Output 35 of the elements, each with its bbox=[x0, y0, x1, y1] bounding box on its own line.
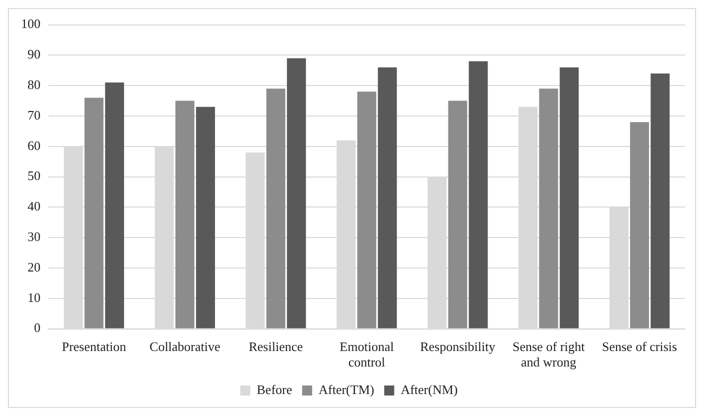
x-tick-label: Emotional control bbox=[340, 339, 394, 370]
bar bbox=[266, 88, 286, 328]
x-tick-label: Responsibility bbox=[420, 339, 496, 354]
y-tick-label: 10 bbox=[28, 290, 40, 305]
y-tick-label: 50 bbox=[28, 168, 40, 184]
legend-label: Before bbox=[256, 382, 292, 397]
bar bbox=[630, 122, 650, 328]
y-tick-label: 0 bbox=[34, 320, 40, 336]
bar bbox=[105, 82, 124, 328]
bar bbox=[468, 61, 488, 328]
y-tick-label: 20 bbox=[28, 259, 40, 274]
bar bbox=[650, 73, 670, 328]
y-tick-label: 60 bbox=[28, 138, 40, 153]
y-tick-label: 100 bbox=[21, 16, 40, 32]
y-tick-label: 70 bbox=[28, 107, 40, 122]
x-tick-label: Resilience bbox=[248, 339, 304, 354]
x-tick-label: Collaborative bbox=[150, 339, 220, 354]
bar bbox=[560, 67, 579, 328]
y-tick-label: 40 bbox=[28, 198, 40, 214]
bar bbox=[196, 106, 215, 328]
bar bbox=[175, 100, 194, 328]
legend-label: After(NM) bbox=[400, 382, 458, 397]
bar bbox=[286, 58, 306, 328]
legend-label: After(TM) bbox=[318, 382, 374, 397]
bar bbox=[378, 67, 397, 328]
y-tick-label: 30 bbox=[28, 229, 40, 244]
x-tick-label: Presentation bbox=[62, 339, 127, 354]
x-tick-label: Sense of right and wrong bbox=[512, 339, 586, 370]
bar bbox=[448, 100, 468, 328]
y-tick-label: 80 bbox=[28, 77, 40, 92]
y-tick-label: 90 bbox=[28, 46, 40, 62]
bar bbox=[539, 88, 558, 328]
bar bbox=[357, 92, 376, 328]
bar bbox=[84, 98, 104, 328]
x-tick-label: Sense of crisis bbox=[602, 339, 678, 354]
